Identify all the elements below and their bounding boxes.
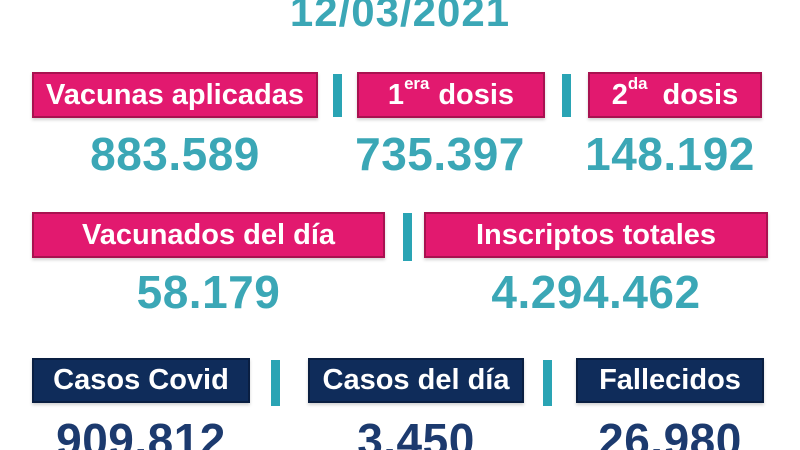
value-segunda-dosis: 148.192 [585,128,755,180]
value-inscriptos-totales: 4.294.462 [491,266,701,318]
banner-casos-covid-label: Casos Covid [53,364,229,396]
banner-casos-dia-label: Casos del día [322,364,510,396]
banner-segunda-dosis-label: 2da dosis [611,75,739,111]
banner-fallecidos: Fallecidos [576,358,764,403]
segunda-dosis-word: dosis [662,78,739,111]
banner-primera-dosis-label: 1era dosis [387,75,515,111]
primera-dosis-ordinal: era [404,73,430,93]
value-fallecidos: 26.980 [598,414,742,450]
banner-inscriptos-totales-label: Inscriptos totales [475,218,717,251]
value-primera-dosis: 735.397 [355,128,525,180]
primera-dosis-word: dosis [438,78,515,111]
banner-segunda-dosis: 2da dosis [588,72,762,118]
segunda-dosis-number: 2 [611,78,628,111]
value-casos-covid: 909.812 [56,414,226,450]
segunda-dosis-ordinal: da [627,73,648,93]
banner-vacunas-aplicadas-label: Vacunas aplicadas [46,78,304,111]
report-date: 12/03/2021 [289,0,511,35]
banner-primera-dosis: 1era dosis [357,72,545,118]
banner-vacunados-dia-label: Vacunados del día [81,218,336,251]
separator-bar [271,360,280,406]
value-vacunados-dia: 58.179 [136,266,281,318]
primera-dosis-number: 1 [387,78,405,111]
banner-casos-covid: Casos Covid [32,358,250,403]
banner-fallecidos-label: Fallecidos [599,364,741,396]
separator-bar [562,74,571,117]
banner-vacunados-dia: Vacunados del día [32,212,385,258]
banner-vacunas-aplicadas: Vacunas aplicadas [32,72,318,118]
value-casos-dia: 3.450 [357,414,475,450]
separator-bar [333,74,342,117]
banner-inscriptos-totales: Inscriptos totales [424,212,768,258]
separator-bar [543,360,552,406]
value-vacunas-aplicadas: 883.589 [90,128,260,180]
banner-casos-dia: Casos del día [308,358,524,403]
separator-bar [403,213,412,261]
